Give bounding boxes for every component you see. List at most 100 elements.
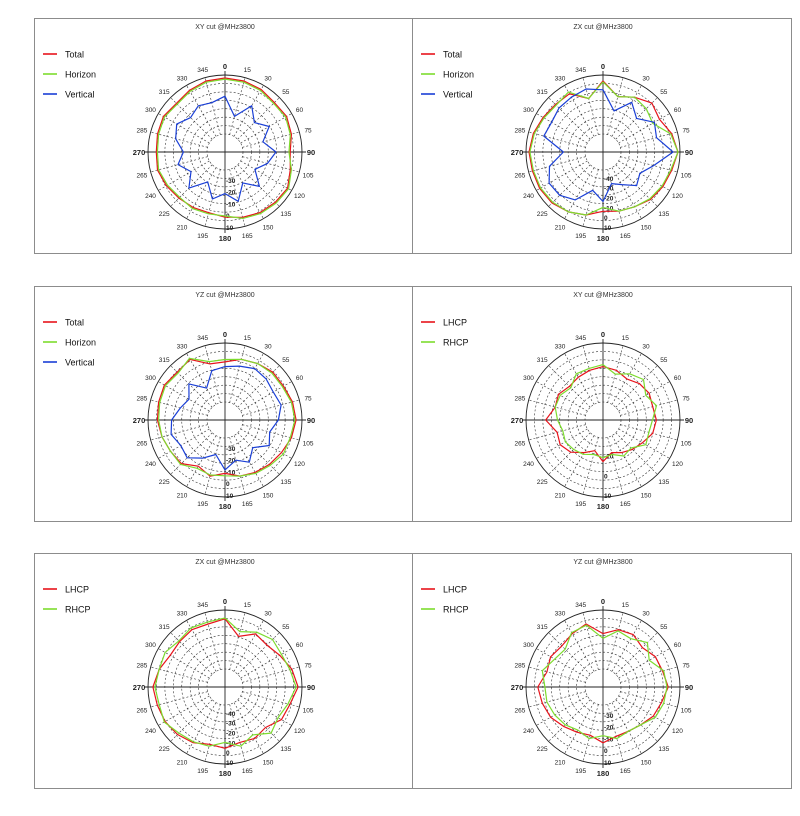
angle-tick-label: 75 — [682, 663, 690, 670]
series-line-lhcp — [537, 623, 669, 744]
angle-tick-label: 345 — [197, 602, 208, 609]
angle-tick-label: 60 — [674, 642, 682, 649]
angle-tick-label: 55 — [282, 89, 290, 96]
angle-tick-label: 315 — [159, 357, 170, 364]
angle-tick-label: 210 — [555, 224, 566, 231]
legend-label: RHCP — [443, 605, 469, 615]
legend-label: LHCP — [443, 585, 467, 595]
angle-tick-label: 330 — [177, 76, 188, 83]
angle-tick-label: 150 — [641, 492, 652, 499]
radial-tick-label: -10 — [226, 201, 236, 208]
angle-tick-label: 15 — [244, 335, 252, 342]
grid-spoke — [607, 704, 624, 762]
grid-spoke — [548, 699, 591, 742]
radial-tick-label: -20 — [226, 458, 236, 465]
grid-spoke — [204, 704, 221, 762]
grid-spoke — [607, 77, 624, 135]
series-line-rhcp — [554, 364, 658, 459]
angle-tick-label: 75 — [304, 663, 312, 670]
chart-panel: XY cut @MHz3800 0 15 30 55 60 75 90 105 120 135 150… — [34, 18, 414, 254]
angle-tick-label: 225 — [159, 479, 170, 486]
angle-tick-label: 105 — [303, 172, 314, 179]
grid-spoke — [170, 432, 213, 475]
grid-spoke — [528, 666, 586, 683]
angle-tick-label: 315 — [537, 89, 548, 96]
grid-spoke — [240, 695, 292, 726]
angle-tick-label: 120 — [294, 728, 305, 735]
legend-label: Horizon — [65, 338, 96, 348]
angle-tick-label: 345 — [575, 335, 586, 342]
angle-tick-label: 300 — [145, 642, 156, 649]
chart-panel: YZ cut @MHz3800 0 15 30 55 60 75 90 105 120 135 150… — [34, 286, 414, 522]
radial-tick-label: -40 — [604, 176, 614, 183]
angle-tick-label: 150 — [641, 759, 652, 766]
angle-tick-label: 210 — [555, 759, 566, 766]
legend-label: Total — [65, 318, 84, 328]
chart-title: YZ cut @MHz3800 — [573, 559, 632, 566]
chart-panel: YZ cut @MHz3800 0 15 30 55 60 75 90 105 120 135 150… — [412, 553, 792, 789]
grid-spoke — [233, 435, 264, 487]
grid-spoke — [548, 164, 591, 207]
angle-tick-label: 240 — [523, 728, 534, 735]
angle-tick-label: 120 — [294, 461, 305, 468]
grid-spoke — [582, 612, 599, 670]
angle-tick-label: 225 — [537, 211, 548, 218]
grid-spoke — [607, 437, 624, 495]
angle-tick-label: 265 — [137, 172, 148, 179]
angle-tick-label: 225 — [537, 479, 548, 486]
angle-tick-label: 150 — [263, 492, 274, 499]
grid-spoke — [618, 428, 670, 459]
angle-tick-label: 90 — [307, 148, 315, 157]
grid-spoke — [611, 435, 642, 487]
grid-spoke — [611, 167, 642, 219]
series-line-total — [528, 80, 679, 216]
series-line-rhcp — [154, 617, 297, 747]
grid-spoke — [158, 113, 210, 144]
angle-tick-label: 195 — [575, 501, 586, 508]
grid-spoke — [229, 77, 246, 135]
angle-tick-label: 300 — [523, 375, 534, 382]
grid-spoke — [158, 428, 210, 459]
angle-tick-label: 195 — [197, 501, 208, 508]
angle-tick-label: 265 — [137, 440, 148, 447]
angle-tick-label: 150 — [263, 759, 274, 766]
grid-spoke — [237, 432, 280, 475]
angle-tick-label: 15 — [622, 335, 630, 342]
grid-spoke — [536, 113, 588, 144]
angle-tick-label: 180 — [219, 769, 232, 778]
grid-spoke — [615, 699, 658, 742]
grid-spoke — [229, 437, 246, 495]
chart-panel: ZX cut @MHz3800 0 15 30 55 60 75 90 105 120 135 150… — [34, 553, 414, 789]
grid-spoke — [204, 437, 221, 495]
angle-tick-label: 120 — [672, 461, 683, 468]
series-line-total — [156, 358, 297, 477]
radial-tick-label: -20 — [604, 725, 614, 732]
grid-spoke — [615, 632, 658, 675]
legend-label: Horizon — [443, 70, 474, 80]
angle-tick-label: 55 — [282, 357, 290, 364]
grid-spoke — [620, 131, 678, 148]
grid-spoke — [229, 612, 246, 670]
grid-spoke — [233, 85, 264, 137]
grid-spoke — [186, 620, 217, 672]
angle-tick-label: 0 — [223, 597, 227, 606]
angle-tick-label: 240 — [145, 728, 156, 735]
chart-title: ZX cut @MHz3800 — [573, 24, 632, 31]
polar-chart: ZX cut @MHz3800 0 15 30 55 60 75 90 105 120 135 150… — [43, 559, 315, 778]
polar-chart: XY cut @MHz3800 0 15 30 55 60 75 90 105 120 135 150… — [421, 292, 693, 511]
angle-tick-label: 55 — [282, 624, 290, 631]
angle-tick-label: 270 — [511, 683, 524, 692]
grid-spoke — [186, 85, 217, 137]
angle-tick-label: 285 — [137, 663, 148, 670]
grid-spoke — [564, 702, 595, 754]
legend-label: LHCP — [443, 318, 467, 328]
angle-tick-label: 345 — [575, 67, 586, 74]
angle-tick-label: 315 — [537, 357, 548, 364]
grid-spoke — [528, 691, 586, 708]
angle-tick-label: 210 — [555, 492, 566, 499]
angle-tick-label: 165 — [242, 501, 253, 508]
legend-label: Vertical — [65, 90, 95, 100]
angle-tick-label: 150 — [263, 224, 274, 231]
legend-label: Total — [65, 50, 84, 60]
angle-tick-label: 180 — [597, 769, 610, 778]
